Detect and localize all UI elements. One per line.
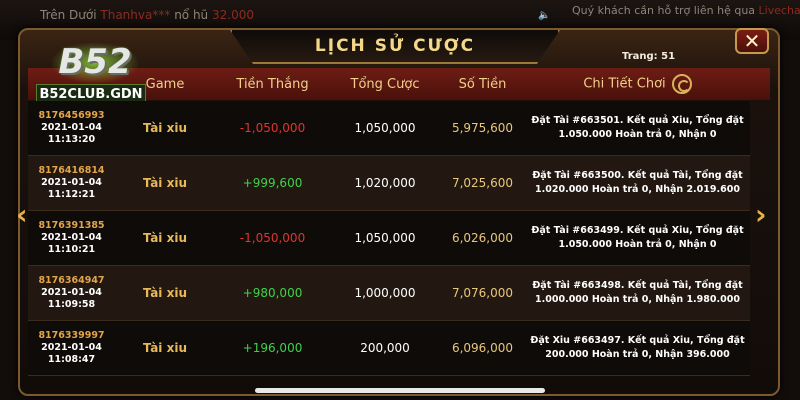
cell-balance: 6,096,000 [451, 341, 514, 355]
support-notice: Quý khách cần hỗ trợ liên hệ qua Livecha… [572, 4, 800, 17]
bet-id: 8176391385 [38, 220, 105, 231]
bet-id: 8176416814 [38, 165, 105, 176]
refresh-icon[interactable] [671, 74, 692, 94]
bet-id: 8176456993 [38, 110, 105, 121]
cell-detail: Đặt Tài #663499. Kết quả Xiu, Tổng đặt 1… [531, 225, 744, 250]
cell-detail: Đặt Tài #663498. Kết quả Tài, Tổng đặt 1… [532, 280, 743, 305]
cell-bet: 1,000,000 [354, 286, 416, 300]
cell-win: +999,600 [242, 176, 303, 190]
table-row: 8176364947 2021-01-04 11:09:58 Tài xiu +98… [28, 266, 750, 321]
header-balance: Số Tiền [458, 76, 507, 92]
next-page-arrow-icon[interactable]: › [755, 198, 767, 231]
table-header: Game Tiền Thắng Tổng Cược Số Tiền Chi Ti… [28, 68, 770, 100]
cell-game: Tài xiu [142, 176, 187, 190]
history-table: 8176456993 2021-01-04 11:13:20 Tài xiu -1,… [28, 101, 750, 376]
home-indicator [255, 388, 545, 393]
cell-win: -1,050,000 [239, 121, 306, 135]
jackpot-ticker: Trên Dưới Thanhva*** nổ hũ 32.000 [40, 8, 254, 22]
prev-page-arrow-icon[interactable]: ‹ [16, 198, 28, 231]
cell-win: +980,000 [242, 286, 303, 300]
bet-date: 2021-01-04 [41, 122, 102, 133]
bet-date: 2021-01-04 [41, 287, 102, 298]
cell-game: Tài xiu [142, 231, 187, 245]
cell-detail: Đặt Tài #663500. Kết quả Tài, Tổng đặt 1… [532, 170, 743, 195]
cell-win: +196,000 [242, 341, 303, 355]
page-indicator: Trang: 51 [622, 51, 676, 62]
cell-win: -1,050,000 [239, 231, 306, 245]
cell-session: 8176339997 2021-01-04 11:08:47 [28, 330, 115, 366]
cell-game: Tài xiu [142, 121, 187, 135]
cell-balance: 6,026,000 [451, 231, 514, 245]
header-win: Tiền Thắng [236, 76, 309, 92]
close-button[interactable]: ✕ [735, 28, 769, 54]
table-row: 8176391385 2021-01-04 11:10:21 Tài xiu -1,… [28, 211, 750, 266]
bet-date: 2021-01-04 [41, 177, 102, 188]
cell-session: 8176456993 2021-01-04 11:13:20 [28, 110, 115, 146]
bet-id: 8176364947 [38, 275, 105, 286]
cell-game: Tài xiu [142, 286, 187, 300]
table-row: 8176456993 2021-01-04 11:13:20 Tài xiu -1,… [28, 101, 750, 156]
notice-text: Quý khách cần hỗ trợ liên hệ qua [572, 4, 756, 17]
ticker-prefix: Trên Dưới [40, 8, 97, 22]
cell-bet: 1,050,000 [354, 121, 416, 135]
cell-game: Tài xiu [142, 341, 187, 355]
cell-balance: 5,975,600 [451, 121, 514, 135]
table-row: 8176339997 2021-01-04 11:08:47 Tài xiu +19… [28, 321, 750, 376]
header-bet: Tổng Cược [350, 76, 420, 92]
cell-session: 8176391385 2021-01-04 11:10:21 [28, 220, 115, 256]
ticker-user: Thanhva*** [100, 8, 171, 22]
cell-session: 8176416814 2021-01-04 11:12:21 [28, 165, 115, 201]
dialog-title: LỊCH SỬ CƯỢC [314, 36, 476, 56]
bet-time: 11:12:21 [47, 189, 96, 200]
cell-balance: 7,076,000 [451, 286, 514, 300]
header-detail: Chi Tiết Chơi [525, 74, 750, 94]
livechat-link[interactable]: Livechat [758, 4, 800, 17]
bet-time: 11:08:47 [47, 354, 96, 365]
bet-date: 2021-01-04 [41, 232, 102, 243]
cell-bet: 1,020,000 [354, 176, 416, 190]
bet-time: 11:09:58 [47, 299, 96, 310]
header-detail-label: Chi Tiết Chơi [583, 76, 666, 92]
table-row: 8176416814 2021-01-04 11:12:21 Tài xiu +99… [28, 156, 750, 211]
cell-detail: Đặt Xiu #663497. Kết quả Xiu, Tổng đặt 2… [530, 335, 745, 360]
logo-mark: B52 [50, 42, 140, 84]
bet-date: 2021-01-04 [41, 342, 102, 353]
bet-id: 8176339997 [38, 330, 105, 341]
bet-time: 11:13:20 [47, 134, 96, 145]
cell-balance: 7,025,600 [451, 176, 514, 190]
speaker-icon: 🔈 [538, 10, 551, 21]
b52-logo: B52 B52CLUB.GDN [36, 40, 160, 106]
ticker-mid: nổ hũ [174, 8, 209, 22]
cell-detail: Đặt Tài #663501. Kết quả Xiu, Tổng đặt 1… [531, 115, 744, 140]
cell-bet: 1,050,000 [354, 231, 416, 245]
cell-bet: 200,000 [360, 341, 410, 355]
ticker-amount: 32.000 [212, 8, 254, 22]
logo-site: B52CLUB.GDN [36, 84, 146, 106]
cell-session: 8176364947 2021-01-04 11:09:58 [28, 275, 115, 311]
title-bar: LỊCH SỬ CƯỢC [230, 30, 560, 64]
bet-time: 11:10:21 [47, 244, 96, 255]
header-game: Game [145, 76, 185, 92]
